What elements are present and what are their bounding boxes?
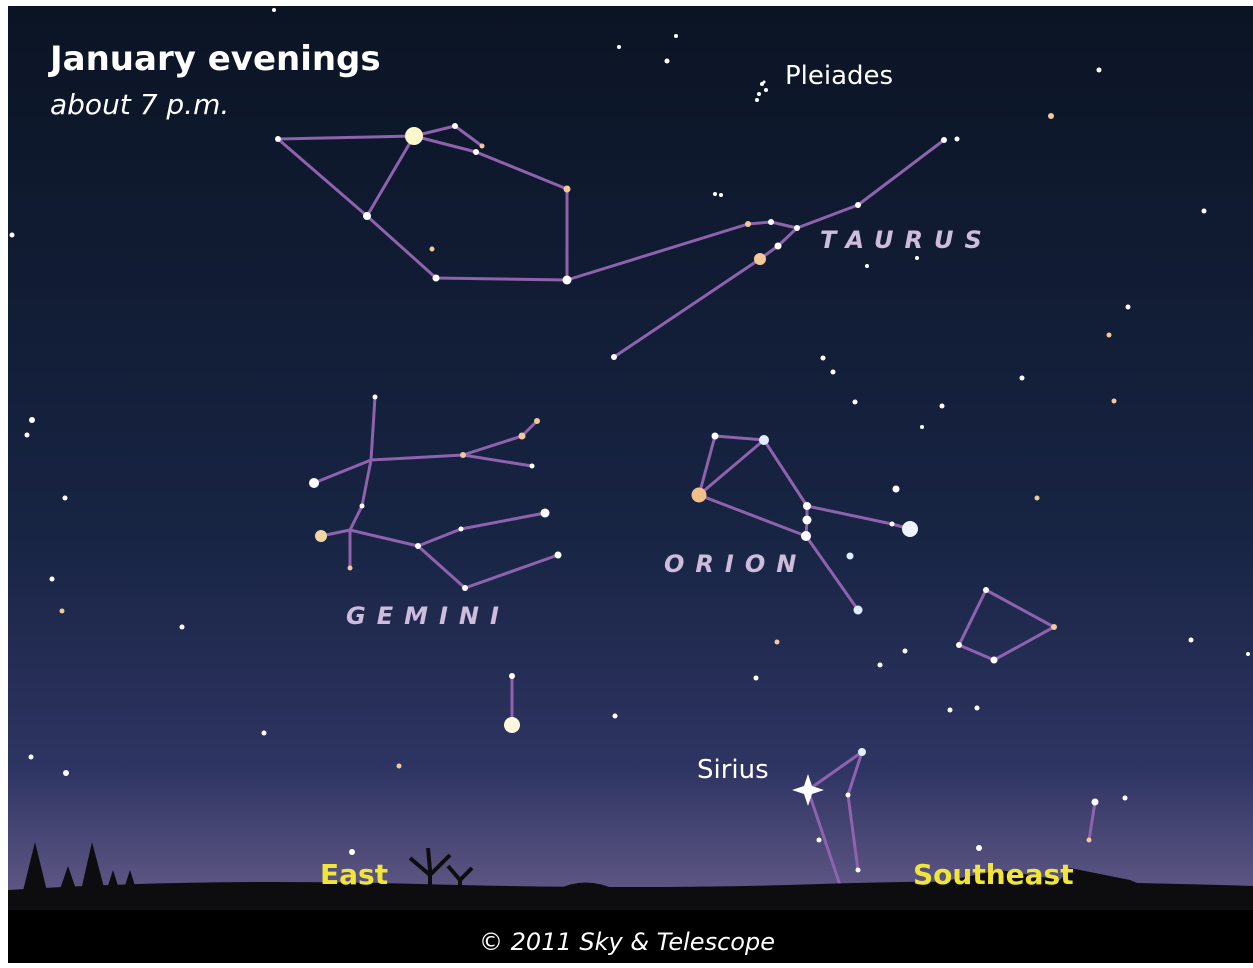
sky <box>8 6 1253 963</box>
east-label: East <box>320 858 388 891</box>
sky-chart: January evenings about 7 p.m. Pleiades T… <box>0 0 1253 968</box>
subtitle: about 7 p.m. <box>50 88 229 121</box>
credit: © 2011 Sky & Telescope <box>479 928 775 956</box>
taurus-label: TAURUS <box>820 226 993 254</box>
pleiades-label: Pleiades <box>785 61 893 91</box>
southeast-label: Southeast <box>913 858 1074 891</box>
orion-label: ORION <box>664 550 807 578</box>
sirius-label: Sirius <box>697 755 769 785</box>
title: January evenings <box>48 39 381 79</box>
gemini-label: GEMINI <box>346 602 510 630</box>
